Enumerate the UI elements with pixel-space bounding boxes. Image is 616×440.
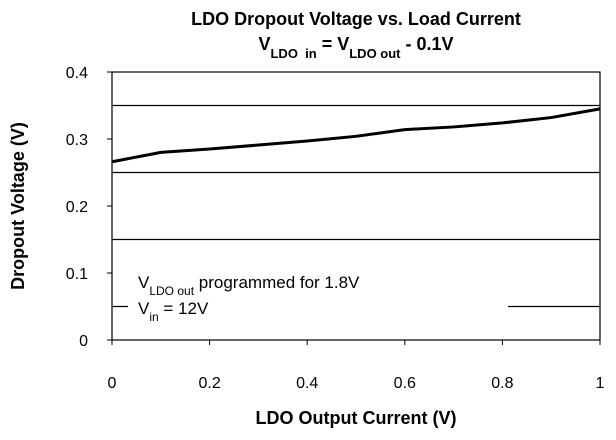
data-line xyxy=(111,107,601,164)
text-part: V xyxy=(138,273,150,292)
y-tick-label: 0.3 xyxy=(66,132,88,149)
text-part: = 12V xyxy=(159,299,209,318)
chart-title: LDO Dropout Voltage vs. Load Current xyxy=(191,9,521,29)
x-tick-label: 0.2 xyxy=(198,375,220,392)
subscript: LDO out xyxy=(349,46,401,61)
text-part: programmed for 1.8V xyxy=(194,273,360,292)
y-tick-label: 0 xyxy=(79,333,88,350)
y-tick-label: 0.2 xyxy=(66,199,88,216)
text-part: = V xyxy=(317,34,350,54)
text-part: - 0.1V xyxy=(401,34,454,54)
annotation-box xyxy=(128,258,508,330)
subscript: in xyxy=(149,310,158,324)
annotation: VLDO out programmed for 1.8V xyxy=(138,273,360,298)
x-tick-label: 0.4 xyxy=(296,375,318,392)
x-tick-label: 0.6 xyxy=(394,375,416,392)
x-tick-label: 0.8 xyxy=(491,375,513,392)
y-tick-label: 0.1 xyxy=(66,266,88,283)
annotation: Vin = 12V xyxy=(138,299,209,324)
x-tick-label: 1 xyxy=(596,375,605,392)
text-part: V xyxy=(258,34,270,54)
y-tick-label: 0.4 xyxy=(66,65,88,82)
x-tick-label: 0 xyxy=(108,375,117,392)
subscript: LDO out xyxy=(149,284,194,298)
chart-subtitle: VLDO in = VLDO out - 0.1V xyxy=(258,34,453,61)
x-axis-label: LDO Output Current (V) xyxy=(256,408,457,428)
y-axis-label: Dropout Voltage (V) xyxy=(8,122,28,290)
text-part: V xyxy=(138,299,150,318)
subscript: LDO in xyxy=(270,46,316,61)
